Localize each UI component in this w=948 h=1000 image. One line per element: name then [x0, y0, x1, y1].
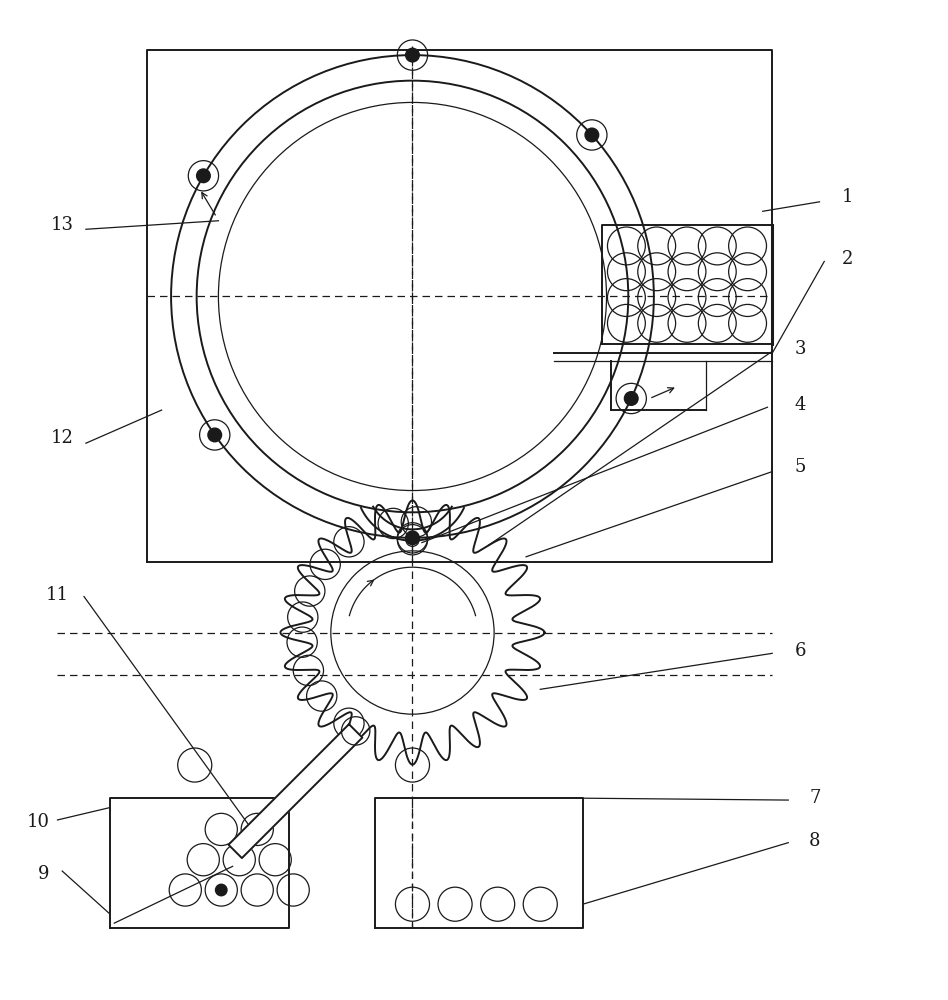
Text: 4: 4 — [794, 396, 806, 414]
Text: 10: 10 — [27, 813, 50, 831]
Text: 1: 1 — [842, 188, 853, 206]
Text: 13: 13 — [51, 216, 74, 234]
Circle shape — [625, 392, 638, 405]
Polygon shape — [228, 724, 362, 858]
Circle shape — [196, 169, 210, 183]
Circle shape — [215, 884, 228, 896]
Text: 12: 12 — [51, 429, 74, 447]
Circle shape — [208, 428, 222, 442]
Circle shape — [585, 128, 599, 142]
Text: 6: 6 — [794, 642, 807, 660]
Circle shape — [406, 48, 419, 62]
Circle shape — [406, 531, 419, 545]
Text: 3: 3 — [794, 340, 807, 358]
Text: 11: 11 — [46, 586, 69, 604]
Text: 7: 7 — [809, 789, 820, 807]
Text: 8: 8 — [809, 832, 821, 850]
Text: 9: 9 — [38, 865, 49, 883]
Text: 2: 2 — [842, 250, 853, 268]
Text: 5: 5 — [794, 458, 806, 476]
